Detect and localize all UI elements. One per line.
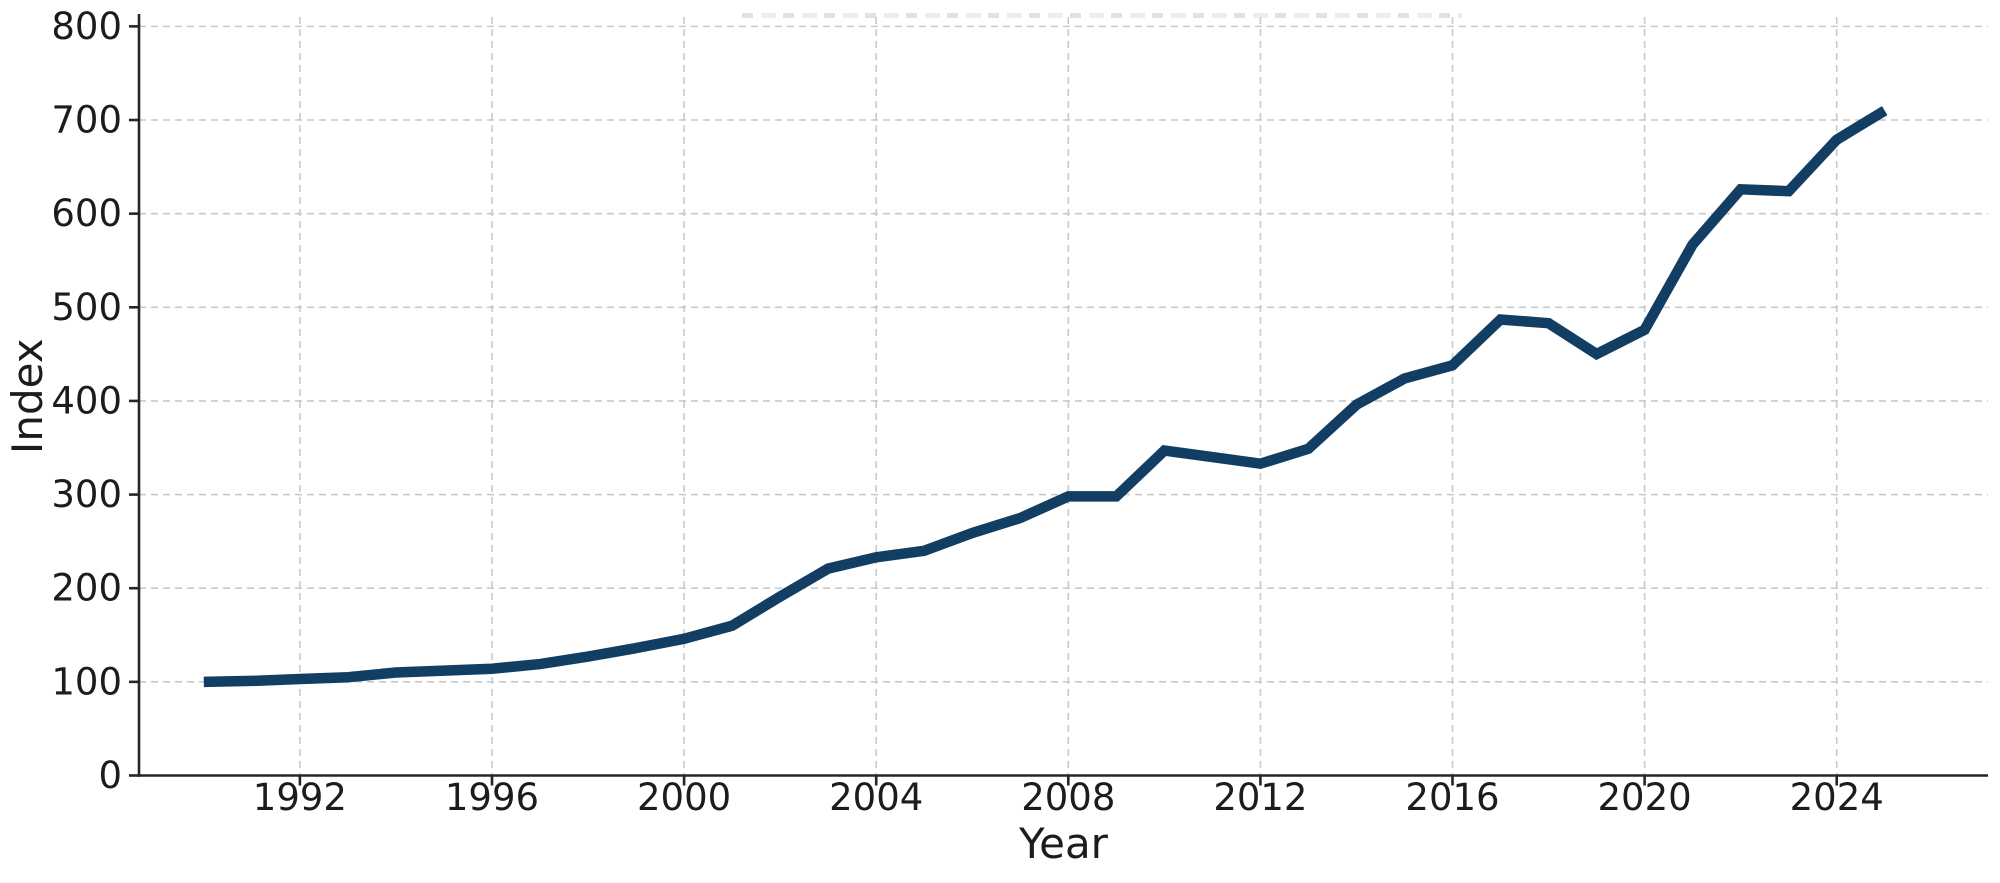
tick-labels-layer: 1992 1996 2000 2004 2008 2012 2016 2020 2024 0 100… <box>51 5 1883 819</box>
x-axis-tick-label: 2016 <box>1405 776 1499 819</box>
x-axis-tick-label: 2020 <box>1598 776 1692 819</box>
y-axis-tick-label: 700 <box>51 99 122 142</box>
y-axis-tick-label: 600 <box>51 192 122 235</box>
x-axis-tick-label: 2000 <box>637 776 731 819</box>
y-axis-tick-label: 300 <box>51 473 122 516</box>
x-axis-tick-label: 2008 <box>1021 776 1115 819</box>
gridlines-layer <box>139 17 1988 777</box>
x-axis-label: Year <box>1018 819 1109 868</box>
x-axis-tick-label: 2004 <box>829 776 923 819</box>
x-axis-tick-label: 2024 <box>1790 776 1884 819</box>
x-axis-tick-label: 2012 <box>1213 776 1307 819</box>
axes-layer <box>129 14 1988 786</box>
y-axis-tick-label: 500 <box>51 286 122 329</box>
y-axis-tick-label: 200 <box>51 567 122 610</box>
y-axis-tick-label: 400 <box>51 379 122 422</box>
y-axis-label: Index <box>3 338 52 454</box>
series-layer <box>203 106 1888 688</box>
x-axis-tick-label: 1996 <box>445 776 539 819</box>
y-axis-tick-label: 100 <box>51 660 122 703</box>
index-trend-line <box>203 106 1888 688</box>
x-axis-tick-label: 1992 <box>253 776 347 819</box>
y-axis-tick-label: 800 <box>51 5 122 48</box>
y-axis-tick-label: 0 <box>98 754 122 797</box>
